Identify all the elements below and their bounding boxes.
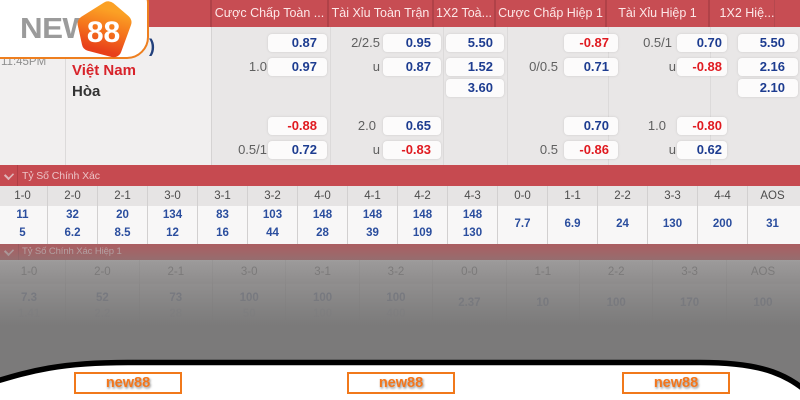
svg-text:88: 88 xyxy=(87,16,120,49)
